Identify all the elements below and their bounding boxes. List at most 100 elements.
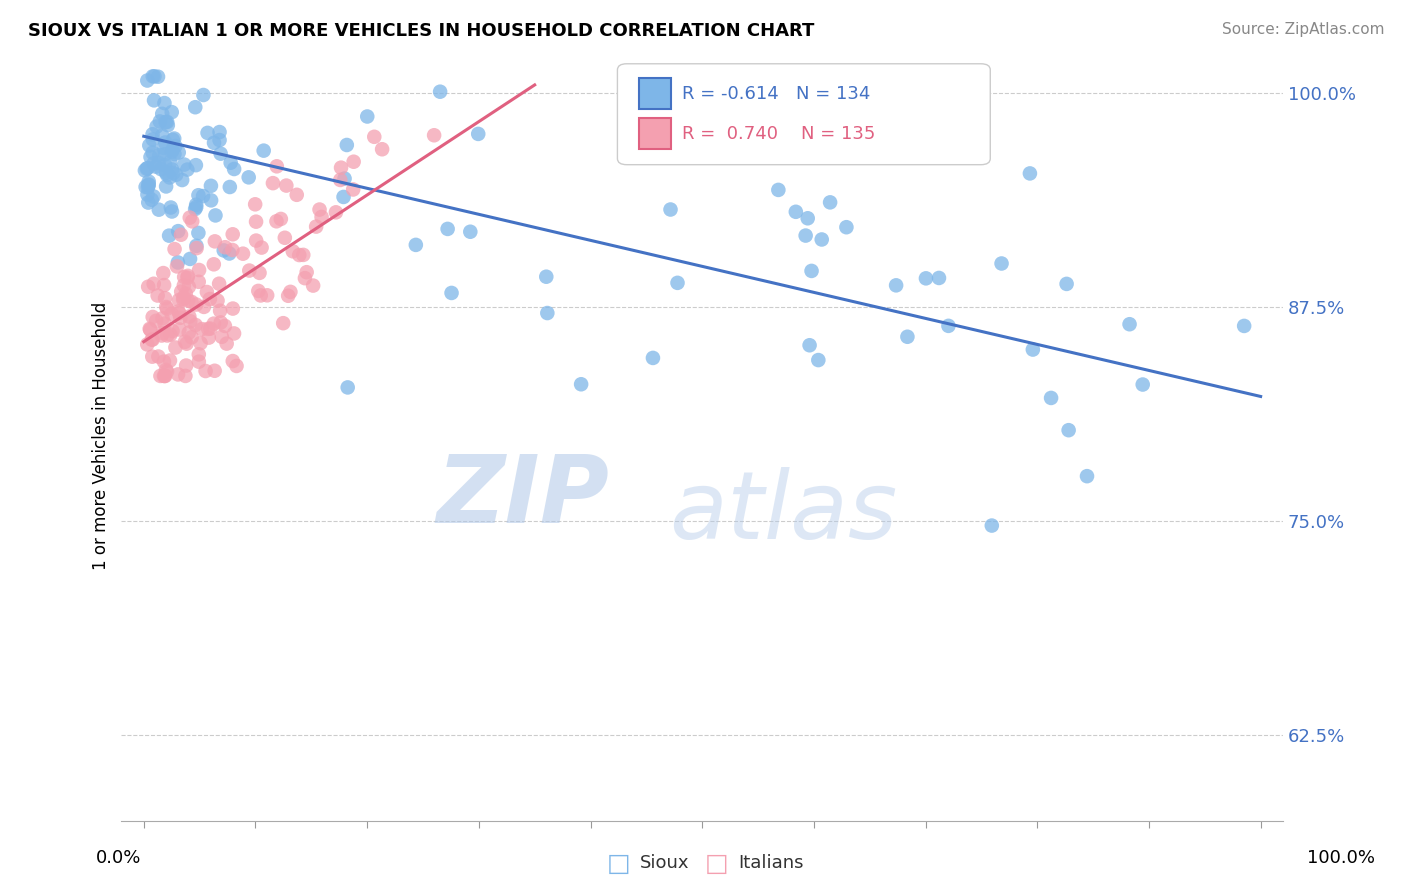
Point xyxy=(794,228,817,243)
Point xyxy=(285,187,308,202)
Point xyxy=(155,300,177,314)
Point xyxy=(179,310,201,324)
Point xyxy=(197,322,219,336)
Point xyxy=(180,330,202,344)
Point xyxy=(311,210,333,224)
Point xyxy=(245,234,267,248)
Point xyxy=(156,168,179,182)
Point xyxy=(253,144,276,158)
Point xyxy=(249,288,271,302)
Point xyxy=(186,200,208,214)
Point xyxy=(174,286,197,301)
Text: ZIP: ZIP xyxy=(436,451,609,543)
Text: R = -0.614   N = 134: R = -0.614 N = 134 xyxy=(682,85,870,103)
Point xyxy=(990,256,1012,270)
Point xyxy=(1132,377,1154,392)
Point xyxy=(342,182,364,196)
Point xyxy=(1040,391,1063,405)
Point xyxy=(174,359,197,373)
Point xyxy=(187,275,209,289)
Point xyxy=(204,208,226,222)
Point xyxy=(162,143,184,157)
Point xyxy=(152,266,174,280)
Point xyxy=(159,201,181,215)
Point xyxy=(202,136,225,150)
Point xyxy=(204,235,226,249)
Point xyxy=(292,248,315,262)
Point xyxy=(165,168,187,182)
Point xyxy=(938,318,960,333)
Point xyxy=(214,318,236,333)
Point xyxy=(176,270,198,285)
Point xyxy=(1233,318,1256,333)
Point xyxy=(186,239,208,253)
Point xyxy=(329,173,352,187)
Point xyxy=(138,322,160,336)
Point xyxy=(807,353,830,368)
Point xyxy=(295,265,318,279)
Point xyxy=(308,202,330,217)
Point xyxy=(209,316,232,330)
Point xyxy=(569,377,592,392)
Point xyxy=(198,331,221,345)
Point xyxy=(143,94,166,108)
Point xyxy=(270,211,292,226)
Point xyxy=(1022,343,1045,357)
Point xyxy=(167,224,190,238)
Point xyxy=(266,159,288,173)
Point xyxy=(136,195,159,210)
Point xyxy=(155,115,177,129)
Point xyxy=(172,293,194,307)
Text: Italians: Italians xyxy=(738,855,804,872)
Point xyxy=(136,279,159,293)
Point xyxy=(162,133,184,147)
Point xyxy=(152,326,174,340)
Point xyxy=(197,126,219,140)
Point xyxy=(212,244,235,258)
Text: atlas: atlas xyxy=(669,467,897,558)
Point xyxy=(429,85,451,99)
Point xyxy=(208,277,231,291)
Point xyxy=(274,231,297,245)
Point xyxy=(172,173,194,187)
Point xyxy=(915,271,938,285)
Point xyxy=(1056,277,1078,291)
Point xyxy=(440,285,463,300)
Point xyxy=(198,292,221,306)
Point xyxy=(218,180,240,194)
Point xyxy=(222,227,245,242)
Point xyxy=(202,257,225,271)
Point xyxy=(152,141,174,155)
Text: SIOUX VS ITALIAN 1 OR MORE VEHICLES IN HOUSEHOLD CORRELATION CHART: SIOUX VS ITALIAN 1 OR MORE VEHICLES IN H… xyxy=(28,22,814,40)
Point xyxy=(179,211,201,225)
Point xyxy=(184,202,207,216)
Point xyxy=(136,73,159,87)
Point xyxy=(810,232,832,246)
Point xyxy=(190,336,212,351)
Point xyxy=(145,120,167,134)
Point xyxy=(186,241,208,255)
Point xyxy=(405,238,427,252)
Point xyxy=(363,129,385,144)
Point xyxy=(152,311,174,326)
Point xyxy=(153,96,176,111)
Point xyxy=(180,294,202,309)
Point xyxy=(785,204,807,219)
Point xyxy=(181,214,204,228)
Point xyxy=(174,368,197,383)
Point xyxy=(148,350,170,364)
Point xyxy=(184,100,207,114)
Point xyxy=(224,161,246,176)
Point xyxy=(177,326,200,340)
Point xyxy=(153,354,176,368)
Point xyxy=(173,291,195,305)
Point xyxy=(148,156,170,170)
Point xyxy=(142,132,165,146)
Point xyxy=(247,284,270,298)
Point xyxy=(148,202,170,217)
Point xyxy=(333,171,356,186)
Point xyxy=(288,248,311,262)
Point xyxy=(155,179,177,194)
Point xyxy=(156,364,179,378)
Point xyxy=(159,170,181,185)
